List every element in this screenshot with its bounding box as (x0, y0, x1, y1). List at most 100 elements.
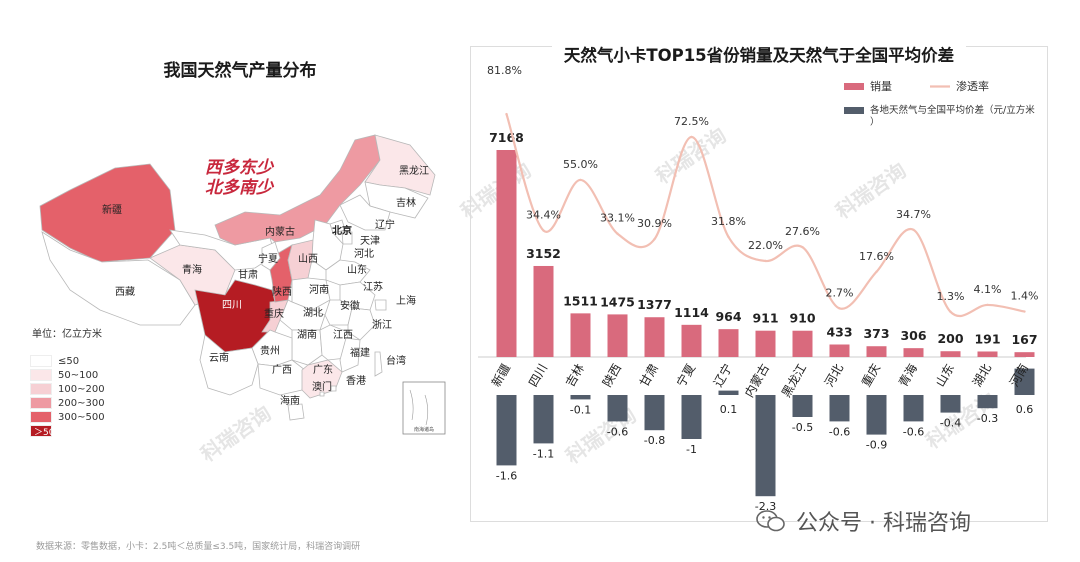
province-label: 山西 (298, 253, 318, 265)
penetration-point (764, 259, 767, 263)
penetration-label: 33.1% (600, 212, 635, 225)
province-8 (261, 241, 281, 271)
map-legend-item: 300~500 (30, 410, 105, 424)
penetration-point (579, 178, 582, 182)
sales-value-label: 911 (752, 311, 778, 326)
penetration-label: 1.3% (937, 290, 965, 303)
price-diff-bar (903, 395, 924, 422)
province-label: 天津 (360, 235, 380, 247)
map-legend-item: 100~200 (30, 382, 105, 396)
penetration-label: 30.9% (637, 217, 672, 230)
category-label: 河北 (822, 362, 846, 390)
sales-bar (533, 265, 554, 357)
province-label: 湖北 (303, 307, 323, 319)
category-label: 吉林 (563, 362, 587, 390)
price-diff-bar (977, 395, 998, 409)
penetration-point (653, 237, 656, 241)
province-31 (330, 385, 337, 392)
province-label: 云南 (209, 351, 229, 364)
map-legend-swatch (30, 397, 52, 409)
sales-bar (570, 313, 591, 357)
price-diff-label: -2.3 (755, 500, 776, 513)
legend-swatch (844, 83, 864, 90)
sales-value-label: 167 (1011, 332, 1037, 347)
province-label: 湖南 (297, 328, 317, 341)
price-diff-bar (1014, 368, 1035, 395)
province-label: 北京 (332, 224, 352, 237)
province-label: 重庆 (264, 307, 284, 320)
province-21 (279, 299, 326, 331)
sales-bar (755, 330, 776, 357)
price-diff-label: -0.5 (792, 421, 813, 434)
price-diff-bar (570, 395, 591, 400)
province-label: 广东 (313, 363, 333, 376)
category-label: 重庆 (859, 362, 883, 390)
sales-bar (718, 329, 739, 357)
penetration-point (986, 303, 989, 307)
map-legend-swatch (30, 411, 52, 423)
price-diff-bar (755, 395, 776, 497)
penetration-line (505, 113, 1025, 318)
sales-value-label: 7168 (489, 130, 524, 145)
province-29 (339, 337, 361, 373)
province-12 (339, 194, 391, 231)
sales-bar (792, 330, 813, 357)
data-source: 数据来源：零售数据，小卡：2.5吨＜总质量≤3.5吨，国家统计局，科瑞咨询调研 (36, 542, 361, 552)
province-label: 浙江 (372, 319, 392, 331)
penetration-label: 2.7% (826, 286, 854, 299)
map-legend-item: 50~100 (30, 368, 105, 382)
province-label: 甘肃 (238, 268, 258, 281)
price-diff-label: -0.9 (866, 439, 887, 452)
map-legend-swatch (30, 425, 52, 437)
price-diff-label: -1 (686, 443, 697, 456)
map-slogan: 西多东少 北多南少 (205, 158, 273, 198)
sales-value-label: 433 (826, 324, 852, 339)
sales-value-label: 964 (715, 309, 741, 324)
province-label: 陕西 (272, 285, 292, 298)
province-label: 辽宁 (375, 218, 395, 231)
price-diff-label: -1.1 (533, 447, 554, 460)
sales-value-label: 1511 (563, 293, 598, 308)
map-legend-label: ＞500 (34, 427, 61, 438)
legend-item: 各地天然气与全国平均价差（元/立方米） (844, 104, 1035, 128)
province-label: 四川 (222, 300, 242, 311)
price-diff-label: -0.6 (607, 425, 628, 438)
penetration-label: 22.0% (748, 239, 783, 252)
penetration-point (1023, 310, 1026, 313)
map-legend-label: 50~100 (58, 369, 99, 381)
sales-value-label: 3152 (526, 246, 561, 261)
penetration-label: 4.1% (974, 283, 1002, 296)
sales-bar (607, 314, 628, 357)
province-1 (41, 231, 196, 326)
price-diff-bar (496, 395, 517, 466)
province-label: 江西 (333, 329, 353, 341)
price-diff-bar (533, 395, 554, 444)
penetration-point (875, 270, 878, 273)
category-label: 陕西 (599, 361, 624, 389)
penetration-point (505, 112, 508, 116)
category-label: 新疆 (488, 361, 513, 389)
price-diff-label: 0.6 (1016, 403, 1034, 416)
sales-value-label: 200 (937, 331, 963, 346)
map-title: 我国天然气产量分布 (163, 61, 317, 81)
sales-value-label: 910 (789, 311, 815, 326)
penetration-point (801, 246, 804, 249)
sales-bar (940, 351, 961, 357)
map-unit: 单位：亿立方米 (32, 329, 102, 340)
slogan-line-2: 北多南少 (205, 178, 273, 198)
penetration-point (542, 229, 545, 232)
penetration-label: 81.8% (487, 64, 522, 77)
province-label: 江苏 (363, 280, 383, 293)
sales-bar (977, 351, 998, 357)
price-diff-bar (829, 395, 850, 422)
wechat-footer: 公众号 · 科瑞咨询 (756, 505, 971, 537)
price-diff-bar (792, 395, 813, 417)
category-label: 宁夏 (673, 361, 698, 389)
category-label: 山东 (933, 362, 957, 390)
province-label: 台湾 (386, 354, 406, 367)
penetration-point (727, 235, 730, 239)
legend-label: 销量 (870, 79, 892, 93)
province-label: 吉林 (396, 196, 416, 209)
price-diff-bar (607, 395, 628, 422)
category-label: 湖北 (969, 361, 994, 389)
